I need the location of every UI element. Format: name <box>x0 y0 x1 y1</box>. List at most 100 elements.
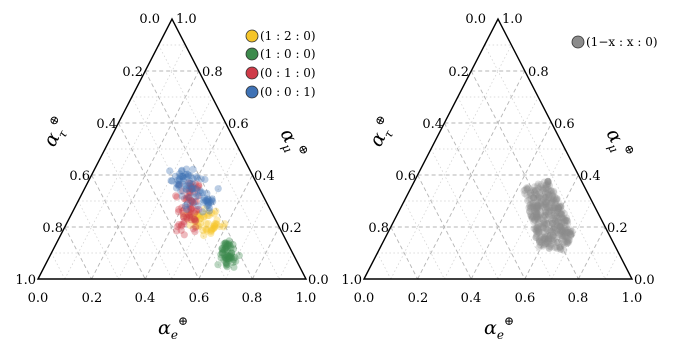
data-point <box>545 194 553 202</box>
data-point <box>183 200 192 208</box>
data-point <box>534 225 542 233</box>
data-point <box>530 212 538 220</box>
axis-title-bottom-right: αe⊕ <box>484 314 514 341</box>
data-point <box>550 203 558 211</box>
data-point <box>225 240 233 248</box>
grid-line <box>390 226 419 280</box>
data-point <box>556 223 564 231</box>
data-point <box>205 204 213 212</box>
data-point <box>229 245 237 253</box>
data-point <box>553 236 561 244</box>
data-point <box>175 221 183 229</box>
data-point <box>220 246 228 254</box>
data-point <box>188 185 196 193</box>
data-point <box>537 233 545 241</box>
data-point <box>211 223 219 231</box>
data-point <box>204 199 212 207</box>
data-point <box>568 227 576 236</box>
data-point <box>542 194 550 202</box>
data-point <box>532 211 540 219</box>
data-point <box>535 228 543 236</box>
data-point <box>545 235 553 243</box>
grid-line <box>64 226 92 280</box>
data-point <box>187 204 195 213</box>
data-point <box>225 237 233 245</box>
data-point <box>202 225 210 233</box>
data-point <box>185 182 193 190</box>
data-point <box>521 186 529 194</box>
data-point <box>549 204 558 212</box>
data-point <box>553 227 561 235</box>
data-point <box>192 185 200 193</box>
data-point <box>555 230 563 238</box>
data-point <box>185 187 194 195</box>
data-point <box>183 205 191 213</box>
grid-line <box>64 44 186 280</box>
data-point <box>533 182 542 190</box>
data-point <box>201 175 209 184</box>
data-point <box>186 203 194 211</box>
legend-right: (1−x : x : 0) <box>571 35 658 49</box>
data-point <box>555 205 563 213</box>
data-point <box>550 209 558 217</box>
data-point <box>195 212 203 220</box>
data-point <box>536 200 545 208</box>
data-point <box>544 177 552 186</box>
data-point <box>539 201 548 209</box>
data-point <box>558 219 566 227</box>
data-point <box>530 218 538 226</box>
data-point <box>526 204 535 212</box>
grid-line <box>251 226 280 280</box>
data-point <box>204 201 213 209</box>
tick-label: 0.0 <box>634 273 655 288</box>
data-point <box>202 220 210 228</box>
data-point <box>544 178 552 186</box>
data-point <box>545 236 553 244</box>
data-point <box>526 191 534 199</box>
data-point <box>523 184 531 192</box>
data-point <box>545 244 554 252</box>
data-point <box>530 193 538 201</box>
legend-entry: (0 : 0 : 1) <box>260 85 316 99</box>
data-point <box>188 213 196 221</box>
data-point <box>556 210 564 218</box>
data-point <box>537 183 545 191</box>
data-point <box>540 193 548 201</box>
data-point <box>542 193 550 201</box>
data-point <box>541 221 549 229</box>
data-point <box>197 219 205 227</box>
data-point <box>550 225 558 233</box>
data-point <box>195 182 203 190</box>
data-point <box>539 224 548 232</box>
data-point <box>193 211 201 219</box>
data-point <box>223 246 231 254</box>
data-point <box>556 245 565 253</box>
data-point <box>222 239 230 247</box>
data-point <box>186 177 194 185</box>
data-point <box>209 225 218 233</box>
data-point <box>550 206 558 214</box>
data-point <box>532 202 541 210</box>
data-point <box>538 185 546 193</box>
data-point <box>554 218 562 226</box>
data-point <box>534 180 542 188</box>
data-point <box>533 204 541 212</box>
data-point <box>182 185 190 193</box>
data-point <box>187 182 195 190</box>
data-point <box>207 198 215 206</box>
tick-label: 0.4 <box>96 117 117 132</box>
data-point <box>547 226 555 234</box>
data-point <box>565 236 573 244</box>
data-point <box>544 232 552 241</box>
data-point <box>551 204 559 212</box>
data-point <box>553 221 562 230</box>
data-point <box>548 197 556 205</box>
data-point <box>174 176 182 184</box>
data-point <box>185 179 193 187</box>
tick-label: 0.4 <box>580 169 601 184</box>
data-point <box>562 226 570 234</box>
data-point <box>205 198 213 206</box>
data-point <box>225 241 233 249</box>
data-point <box>564 226 572 234</box>
